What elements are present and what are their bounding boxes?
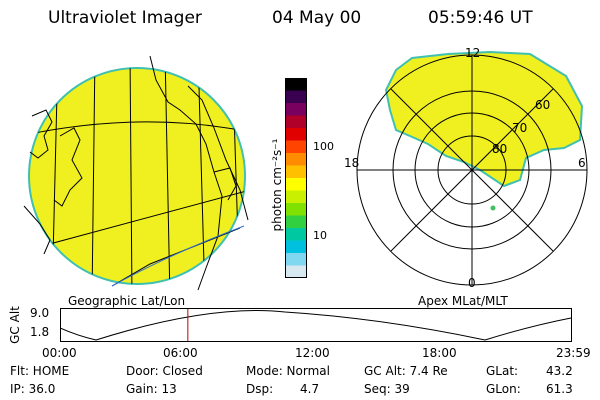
mlat-label-80: 80 bbox=[492, 142, 508, 156]
time-label: 05:59:46 UT bbox=[428, 8, 533, 28]
colorbar-stripe bbox=[285, 128, 307, 141]
terminator-line bbox=[111, 225, 245, 287]
door-status: Door: Closed bbox=[126, 364, 203, 378]
alt-max-label: 9.0 bbox=[30, 306, 50, 320]
mlat-label-60: 60 bbox=[535, 98, 551, 112]
colorbar-stripe bbox=[285, 228, 307, 241]
polar-grid bbox=[356, 54, 588, 286]
aurora-spot bbox=[490, 205, 496, 211]
geographic-caption: Geographic Lat/Lon bbox=[68, 294, 186, 308]
dsp-label: Dsp: bbox=[246, 382, 274, 396]
colorbar-stripe bbox=[285, 265, 307, 278]
colorbar-stripe bbox=[285, 115, 307, 129]
colorbar-stripe bbox=[285, 153, 307, 166]
colorbar-stripe bbox=[285, 78, 307, 91]
auroral-oval bbox=[384, 50, 584, 188]
mlt-label-12: 12 bbox=[465, 46, 481, 60]
hour-label-0600: 06:00 bbox=[163, 346, 198, 360]
hour-label-0000: 00:00 bbox=[42, 346, 77, 360]
colorbar-tick-10: 10 bbox=[313, 229, 327, 242]
colorbar-stripe bbox=[285, 240, 307, 254]
altitude-curve bbox=[60, 310, 572, 341]
alt-axis-label: GC Alt bbox=[7, 306, 22, 344]
polar-image bbox=[356, 50, 588, 286]
geographic-image bbox=[23, 55, 249, 291]
altitude-plot-frame bbox=[60, 308, 572, 342]
colorbar bbox=[285, 78, 307, 278]
hour-label-1800: 18:00 bbox=[422, 346, 457, 360]
gain-status: Gain: 13 bbox=[126, 382, 177, 396]
colorbar-unit-label: photon cm⁻²s⁻¹ bbox=[270, 138, 284, 232]
hour-label-1200: 12:00 bbox=[295, 346, 330, 360]
mlt-label-6: 6 bbox=[578, 156, 586, 170]
hour-label-2359: 23:59 bbox=[556, 346, 591, 360]
flight-status: Flt: HOME bbox=[10, 364, 70, 378]
colorbar-stripe bbox=[285, 190, 307, 204]
gc-alt-status: GC Alt: 7.4 Re bbox=[364, 364, 448, 378]
colorbar-stripe bbox=[285, 178, 307, 191]
glat-value: 43.2 bbox=[546, 364, 573, 378]
polar-caption: Apex MLat/MLT bbox=[418, 294, 508, 308]
seq-status: Seq: 39 bbox=[364, 382, 410, 396]
mode-status: Mode: Normal bbox=[246, 364, 330, 378]
glon-value: 61.3 bbox=[546, 382, 573, 396]
glat-label: GLat: bbox=[486, 364, 519, 378]
colorbar-stripe bbox=[285, 140, 307, 154]
glon-label: GLon: bbox=[486, 382, 521, 396]
mlt-label-18: 18 bbox=[344, 156, 360, 170]
colorbar-stripe bbox=[285, 203, 307, 216]
ip-status: IP: 36.0 bbox=[10, 382, 56, 396]
colorbar-frame bbox=[285, 78, 307, 278]
instrument-title: Ultraviolet Imager bbox=[48, 8, 202, 28]
alt-min-label: 1.8 bbox=[30, 325, 50, 339]
uv-disk bbox=[28, 67, 246, 285]
mlt-label-0: 0 bbox=[468, 276, 476, 290]
colorbar-stripe bbox=[285, 103, 307, 116]
colorbar-stripe bbox=[285, 90, 307, 104]
colorbar-stripe bbox=[285, 165, 307, 179]
colorbar-tick-100: 100 bbox=[313, 140, 334, 153]
altitude-plot bbox=[60, 308, 572, 342]
colorbar-stripe bbox=[285, 253, 307, 266]
date-label: 04 May 00 bbox=[272, 8, 362, 28]
dsp-value: 4.7 bbox=[300, 382, 320, 396]
colorbar-stripe bbox=[285, 215, 307, 229]
mlat-label-70: 70 bbox=[512, 121, 528, 135]
